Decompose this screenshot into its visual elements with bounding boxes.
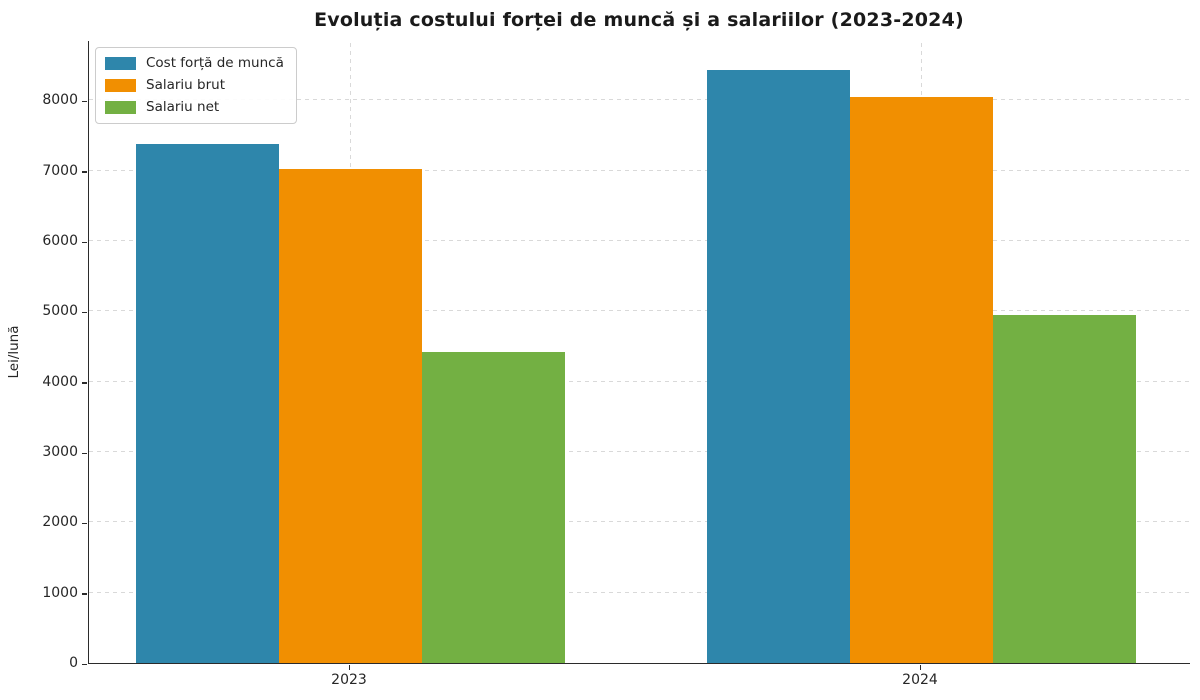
legend-label: Salariu brut xyxy=(146,77,225,94)
bar-2023-net xyxy=(421,352,565,663)
y-tick-label: 4000 xyxy=(42,373,78,390)
bar-2023-cost xyxy=(135,144,279,663)
legend-item: Salariu net xyxy=(105,99,284,115)
legend: Cost forță de muncă Salariu brut Salariu n… xyxy=(95,47,297,124)
gridline-horizontal xyxy=(89,521,1190,523)
bar-2023-brut xyxy=(278,168,422,663)
y-tick-mark xyxy=(82,452,87,455)
gridline-horizontal xyxy=(89,240,1190,242)
plot-area: Cost forță de muncă Salariu brut Salariu n… xyxy=(88,41,1190,664)
gridline-horizontal xyxy=(89,591,1190,593)
y-tick-mark xyxy=(82,100,87,103)
gridline-horizontal xyxy=(89,169,1190,171)
legend-swatch-icon xyxy=(105,56,136,70)
y-tick-mark xyxy=(82,522,87,525)
y-tick-mark xyxy=(82,663,87,665)
legend-item: Cost forță de muncă xyxy=(105,55,284,71)
y-tick-label: 1000 xyxy=(42,584,78,601)
bar-2024-cost xyxy=(706,70,850,663)
x-tick-mark xyxy=(919,665,921,670)
y-tick-label: 7000 xyxy=(42,162,78,179)
bar-2024-net xyxy=(992,314,1136,663)
legend-swatch-icon xyxy=(105,78,136,92)
legend-swatch-icon xyxy=(105,100,136,114)
y-tick-mark xyxy=(82,593,87,595)
y-tick-label: 5000 xyxy=(42,303,78,320)
x-tick-label: 2023 xyxy=(331,672,367,688)
y-tick-label: 3000 xyxy=(42,444,78,461)
y-tick-label: 2000 xyxy=(42,514,78,531)
y-tick-label: 6000 xyxy=(42,233,78,250)
y-tick-label: 0 xyxy=(69,655,78,671)
x-tick-mark xyxy=(348,665,350,670)
legend-label: Cost forță de muncă xyxy=(146,55,284,71)
chart-title: Evoluția costului forței de muncă și a s… xyxy=(314,9,964,31)
bar-2024-brut xyxy=(849,96,993,663)
gridline-horizontal xyxy=(89,451,1190,453)
x-tick-label: 2024 xyxy=(902,672,938,688)
y-axis-label: Lei/lună xyxy=(6,325,22,379)
y-tick-mark xyxy=(82,241,87,244)
gridline-horizontal xyxy=(89,99,1190,101)
gridline-horizontal xyxy=(89,380,1190,382)
y-tick-label: 8000 xyxy=(42,92,78,109)
y-tick-mark xyxy=(82,171,87,173)
y-tick-mark xyxy=(82,382,87,384)
y-tick-mark xyxy=(82,311,87,314)
legend-item: Salariu brut xyxy=(105,77,284,93)
legend-label: Salariu net xyxy=(146,99,220,116)
gridline-horizontal xyxy=(89,310,1190,312)
